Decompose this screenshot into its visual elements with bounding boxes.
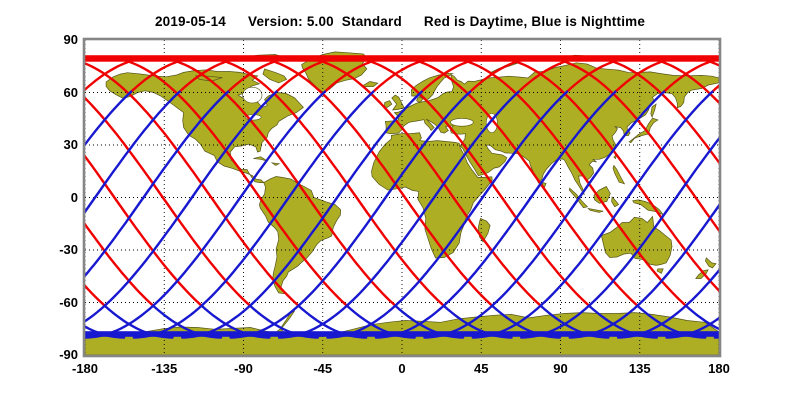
nighttime-track-segment: [685, 305, 719, 331]
daytime-track-segment: [85, 154, 204, 308]
nighttime-track-segment: [85, 90, 327, 339]
landmass-sulawesi: [611, 196, 620, 208]
nighttime-track-segment: [0, 92, 34, 338]
lake-black-sea: [450, 118, 474, 127]
landmass-java: [587, 207, 604, 213]
landmass-tasmania: [656, 268, 664, 274]
y-tick-label: -30: [59, 242, 78, 257]
title-legend: Red is Daytime, Blue is Nighttime: [423, 14, 646, 29]
plot-frame: [82, 37, 722, 358]
landmass-borneo: [593, 186, 611, 204]
y-tick-label: -60: [59, 294, 78, 310]
nighttime-track-segment: [180, 90, 423, 339]
x-tick-label: 0: [398, 361, 406, 376]
nighttime-track-segment: [85, 90, 230, 278]
nighttime-track-segment: [423, 90, 666, 339]
landmass-sakhalin: [650, 103, 657, 118]
landmass-philippines: [612, 164, 626, 185]
x-tick-label: -90: [234, 361, 253, 376]
landmass-great-britain: [391, 94, 405, 111]
x-tick-label: 90: [553, 361, 568, 376]
daytime-track-segment: [761, 58, 800, 307]
nighttime-track-segment: [85, 90, 278, 323]
y-tick-label: -90: [59, 347, 78, 362]
y-tick-label: 90: [63, 32, 78, 47]
nighttime-track-segment: [471, 90, 714, 339]
y-tick-label: 30: [63, 137, 78, 152]
nighttime-track-segment: [132, 90, 375, 339]
nighttime-track-segment: [277, 90, 520, 339]
landmass-iceland: [361, 81, 379, 88]
y-tick-label: 0: [70, 189, 78, 205]
daytime-track-segment: [85, 96, 253, 308]
landmass-japan: [628, 117, 659, 144]
landmass-new-zealand-north: [705, 257, 717, 269]
ground-tracks: [0, 55, 800, 339]
nighttime-track-segment: [784, 307, 800, 338]
landmass-ireland: [384, 100, 393, 108]
x-tick-label: -135: [151, 361, 178, 376]
title-version: Version: 5.00 Standard: [248, 14, 402, 29]
plot-title: 2019-05-14 Version: 5.00 Standard Red is D…: [0, 14, 800, 29]
nighttime-track-segment: [326, 90, 569, 339]
daytime-track-segment: [85, 62, 301, 308]
polar-day-band: [85, 55, 719, 62]
x-tick-label: 180: [708, 361, 730, 376]
nighttime-track-segment: [85, 90, 133, 147]
x-tick-label: 135: [628, 361, 651, 376]
landmass-hispaniola: [270, 162, 281, 166]
x-tick-label: 45: [474, 361, 489, 376]
lake-hudson-bay: [242, 86, 263, 104]
daytime-track-segment: [711, 84, 719, 93]
x-tick-label: -45: [313, 361, 333, 376]
landmass-australia: [601, 215, 673, 266]
nighttime-track-segment: [616, 268, 719, 339]
landmass-new-zealand-south: [695, 269, 709, 279]
nighttime-track-segment: [520, 136, 719, 339]
nighttime-track-segment: [374, 90, 617, 339]
nighttime-track-segment: [85, 90, 181, 214]
nighttime-track-segment: [665, 316, 719, 339]
nighttime-track-segment: [735, 307, 800, 338]
landmass-madagascar: [477, 218, 491, 243]
title-date: 2019-05-14: [154, 14, 226, 29]
polar-night-band: [85, 331, 719, 337]
landmass-baffin-island: [262, 68, 288, 84]
x-tick-label: -180: [71, 361, 99, 376]
nighttime-track-segment: [568, 203, 719, 339]
daytime-track-segment: [85, 222, 156, 308]
landmass-north-america: [105, 69, 304, 183]
nighttime-track-segment: [229, 90, 472, 339]
nighttime-track-segment: [713, 336, 719, 339]
y-tick-label: 60: [63, 84, 78, 100]
